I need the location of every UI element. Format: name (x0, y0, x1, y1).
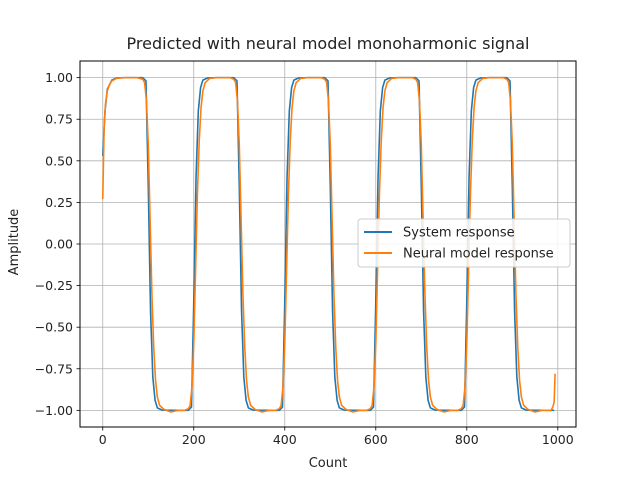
x-tick-label: 200 (182, 432, 206, 447)
y-tick-label: 0.50 (45, 153, 73, 168)
x-axis-label: Count (309, 456, 348, 471)
y-tick-label: 0.00 (45, 237, 73, 252)
y-tick-label: 0.75 (45, 112, 73, 127)
chart-title: Predicted with neural model monoharmonic… (127, 34, 530, 53)
x-tick-label: 600 (364, 432, 388, 447)
axis-ticks: 0 200 400 600 800 1000 −1.00 −0.75 −0.50 −0.25 0.0… (35, 70, 574, 447)
y-axis-label: Amplitude (7, 209, 22, 276)
y-tick-label: −0.50 (35, 320, 73, 335)
y-tick-label: 1.00 (45, 70, 73, 85)
x-tick-label: 400 (273, 432, 297, 447)
y-tick-label: 0.25 (45, 195, 73, 210)
legend-box (357, 218, 571, 268)
y-tick-label: −0.25 (35, 278, 73, 293)
x-tick-label: 800 (455, 432, 479, 447)
y-tick-label: −1.00 (35, 403, 73, 418)
legend-label: Neural model response (403, 247, 554, 262)
x-tick-label: 0 (99, 432, 107, 447)
legend-label: System response (403, 226, 515, 241)
y-tick-label: −0.75 (35, 361, 73, 376)
legend: System response Neural model response (357, 218, 571, 268)
x-tick-label: 1000 (542, 432, 574, 447)
series-line-2 (101, 76, 556, 413)
plot-series (101, 76, 556, 413)
